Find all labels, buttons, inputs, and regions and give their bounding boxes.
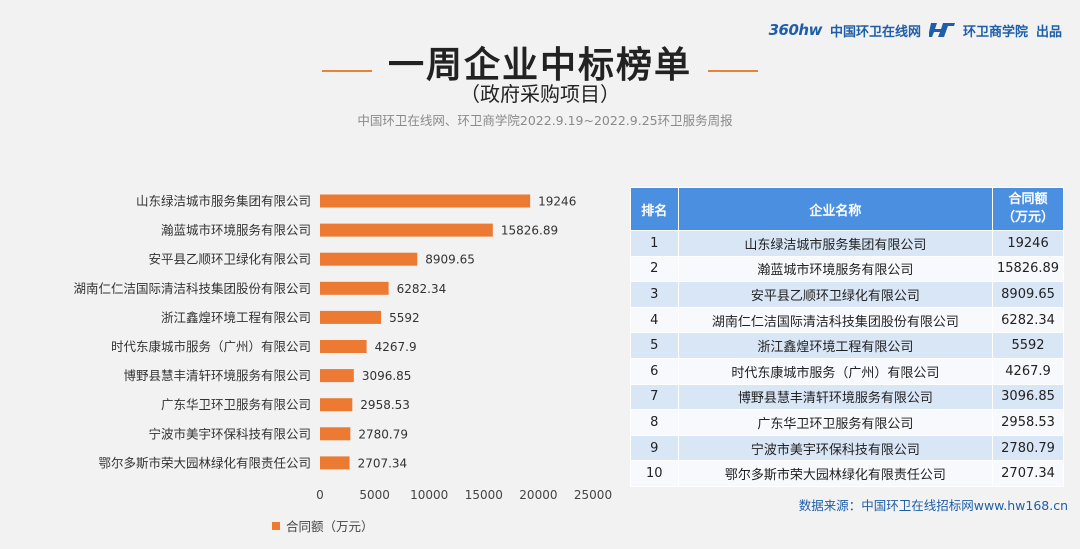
legend-label: 合同额（万元） xyxy=(286,519,374,534)
cell-amount: 5592 xyxy=(992,332,1064,359)
cell-rank: 10 xyxy=(630,460,679,487)
cell-company: 瀚蓝城市环境服务有限公司 xyxy=(677,255,994,283)
table-row: 4 湖南仁仁洁国际清洁科技集团股份有限公司 6282.34 xyxy=(630,306,1064,334)
cell-company: 时代东康城市服务（广州）有限公司 xyxy=(677,357,994,385)
cell-company: 安平县乙顺环卫绿化有限公司 xyxy=(677,281,994,308)
cell-company: 山东绿洁城市服务集团有限公司 xyxy=(677,230,994,257)
x-tick-label: 25000 xyxy=(574,488,612,502)
category-label: 安平县乙顺环卫绿化有限公司 xyxy=(148,252,311,267)
cell-company: 浙江鑫煌环境工程有限公司 xyxy=(677,332,994,359)
cell-rank: 7 xyxy=(630,383,679,411)
table-row: 3 安平县乙顺环卫绿化有限公司 8909.65 xyxy=(630,281,1064,308)
value-label: 19246 xyxy=(538,195,576,209)
cell-amount: 6282.34 xyxy=(992,306,1064,334)
cell-amount: 2958.53 xyxy=(992,409,1064,436)
x-tick-label: 5000 xyxy=(359,488,390,502)
category-label: 湖南仁仁洁国际清洁科技集团股份有限公司 xyxy=(73,281,311,296)
cell-company: 博野县慧丰清轩环境服务有限公司 xyxy=(677,383,994,411)
cell-rank: 5 xyxy=(630,332,679,359)
bar xyxy=(320,398,353,412)
category-label: 浙江鑫煌环境工程有限公司 xyxy=(161,310,311,325)
value-label: 2958.53 xyxy=(360,398,410,412)
cell-company: 宁波市美宇环保科技有限公司 xyxy=(677,434,994,462)
table-row: 1 山东绿洁城市服务集团有限公司 19246 xyxy=(630,230,1064,257)
header-rank: 排名 xyxy=(630,187,679,231)
cell-rank: 9 xyxy=(630,434,679,462)
site-name: 中国环卫在线网 xyxy=(829,24,921,40)
cell-amount: 3096.85 xyxy=(992,383,1064,411)
category-label: 时代东康城市服务（广州）有限公司 xyxy=(111,339,311,354)
value-label: 15826.89 xyxy=(501,224,558,238)
cell-amount: 8909.65 xyxy=(992,281,1064,308)
data-source: 数据来源：中国环卫在线招标网www.hw168.cn xyxy=(798,498,1068,513)
cell-company: 鄂尔多斯市荣大园林绿化有限责任公司 xyxy=(677,460,994,487)
cell-amount: 2780.79 xyxy=(992,434,1064,462)
value-label: 4267.9 xyxy=(375,340,417,354)
logo-360hw: 360hw xyxy=(768,21,823,39)
bar xyxy=(320,456,350,470)
title-decor-left xyxy=(322,70,372,72)
table-row: 10 鄂尔多斯市荣大园林绿化有限责任公司 2707.34 xyxy=(630,460,1064,487)
value-label: 2780.79 xyxy=(358,427,408,441)
produced-by: 出品 xyxy=(1035,24,1062,40)
x-tick-label: 20000 xyxy=(519,488,557,502)
x-tick-label: 0 xyxy=(316,488,324,502)
legend-swatch xyxy=(272,521,280,530)
value-label: 3096.85 xyxy=(362,369,412,383)
bar xyxy=(320,369,354,383)
report-caption: 中国环卫在线网、环卫商学院2022.9.19~2022.9.25环卫服务周报 xyxy=(357,113,733,128)
value-label: 8909.65 xyxy=(425,253,475,267)
cell-rank: 6 xyxy=(630,357,679,385)
bar xyxy=(320,252,418,266)
category-label: 广东华卫环卫服务有限公司 xyxy=(161,397,311,412)
bar xyxy=(320,427,351,441)
cell-rank: 8 xyxy=(630,409,679,436)
page-title: 一周企业中标榜单 xyxy=(387,45,692,86)
ranking-table: 排名 企业名称 合同额（万元） 1 山东绿洁城市服务集团有限公司 19246 2 瀚蓝城… xyxy=(630,187,1064,487)
title-decor-right xyxy=(708,70,758,72)
value-label: 2707.34 xyxy=(358,456,408,470)
cell-amount: 4267.9 xyxy=(992,357,1064,385)
hw-logo-icon xyxy=(928,23,955,37)
category-label: 宁波市美宇环保科技有限公司 xyxy=(148,426,311,441)
category-label: 鄂尔多斯市荣大园林绿化有限责任公司 xyxy=(98,455,311,470)
cell-amount: 2707.34 xyxy=(992,460,1064,487)
cell-rank: 4 xyxy=(630,306,679,334)
bar xyxy=(320,340,367,353)
table-row: 6 时代东康城市服务（广州）有限公司 4267.9 xyxy=(630,357,1064,385)
category-label: 山东绿洁城市服务集团有限公司 xyxy=(136,194,311,209)
category-label: 瀚蓝城市环境服务有限公司 xyxy=(161,223,311,238)
cell-rank: 3 xyxy=(630,281,679,308)
academy-name: 环卫商学院 xyxy=(962,24,1028,40)
chart-legend: 合同额（万元） xyxy=(272,516,374,535)
table-row: 5 浙江鑫煌环境工程有限公司 5592 xyxy=(630,332,1064,359)
value-label: 5592 xyxy=(389,311,420,325)
bar xyxy=(320,281,389,295)
cell-company: 广东华卫环卫服务有限公司 xyxy=(677,409,994,436)
table-row: 9 宁波市美宇环保科技有限公司 2780.79 xyxy=(630,434,1064,462)
brand-bar: 360hw 中国环卫在线网 环卫商学院 出品 xyxy=(769,20,1062,40)
table-row: 8 广东华卫环卫服务有限公司 2958.53 xyxy=(630,409,1064,436)
bar xyxy=(320,223,493,237)
table-header-row: 排名 企业名称 合同额（万元） xyxy=(630,187,1064,231)
header-amount: 合同额（万元） xyxy=(992,187,1064,231)
category-label: 博野县慧丰清轩环境服务有限公司 xyxy=(123,368,311,383)
cell-company: 湖南仁仁洁国际清洁科技集团股份有限公司 xyxy=(677,306,994,334)
cell-rank: 2 xyxy=(630,255,679,283)
value-label: 6282.34 xyxy=(397,282,447,296)
header-amount-text: 合同额（万元） xyxy=(1002,192,1055,225)
cell-amount: 15826.89 xyxy=(992,255,1064,283)
bar xyxy=(320,310,382,324)
table-row: 2 瀚蓝城市环境服务有限公司 15826.89 xyxy=(630,255,1064,283)
page-subtitle: （政府采购项目） xyxy=(460,82,620,106)
table-row: 7 博野县慧丰清轩环境服务有限公司 3096.85 xyxy=(630,383,1064,411)
x-tick-label: 10000 xyxy=(410,488,448,502)
cell-amount: 19246 xyxy=(992,230,1064,257)
x-tick-label: 15000 xyxy=(465,488,503,502)
header-company: 企业名称 xyxy=(677,187,994,231)
cell-rank: 1 xyxy=(630,230,679,257)
bar xyxy=(320,194,531,208)
